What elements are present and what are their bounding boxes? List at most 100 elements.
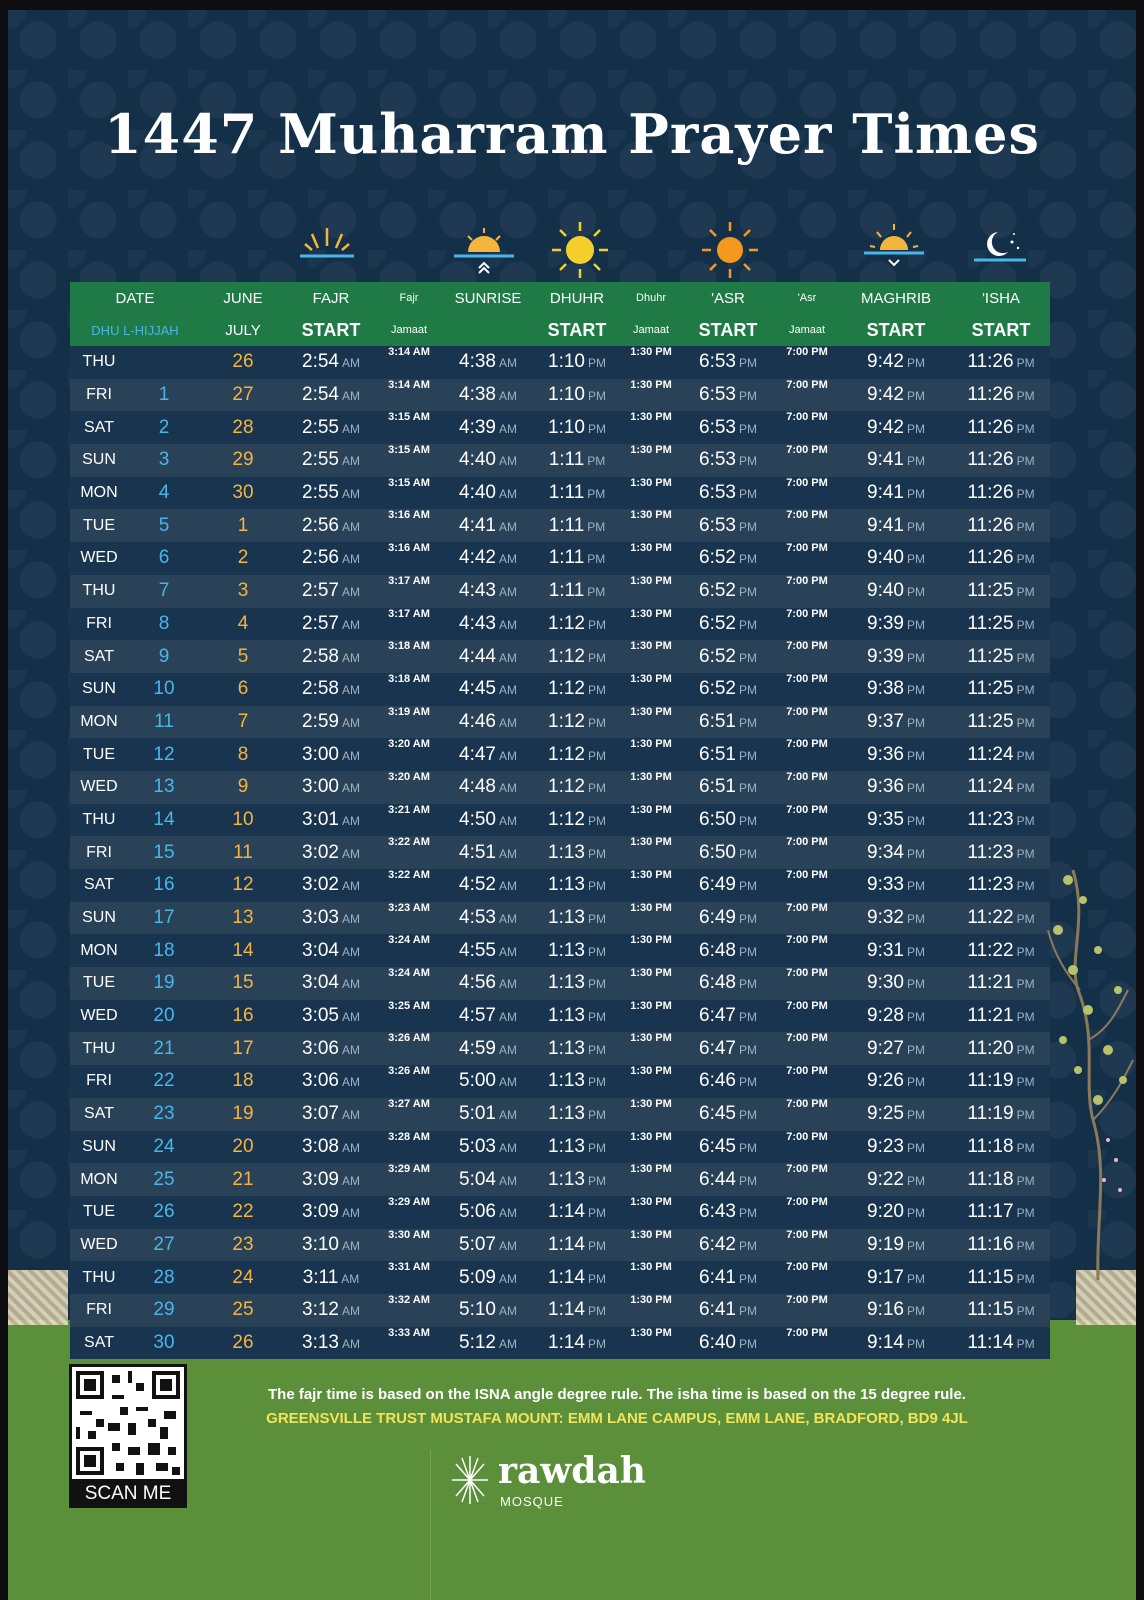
sunrise-cell: 4:56 AM — [442, 967, 534, 1000]
meridiem-label: PM — [906, 977, 925, 992]
meridiem-label: PM — [906, 813, 925, 828]
gregorian-date-cell: 26 — [232, 351, 254, 373]
asr-jamaat-cell: 7:00 PM — [786, 542, 828, 555]
time-value: 11:22 — [967, 939, 1014, 961]
meridiem-label: AM — [341, 389, 360, 404]
meridiem-label: AM — [341, 977, 360, 992]
time-value: 2:54 — [302, 351, 339, 373]
time-value: 5:09 — [459, 1266, 496, 1288]
gregorian-date-cell: 29 — [232, 449, 254, 471]
dhuhr-start-cell: 1:13 PM — [534, 1131, 620, 1164]
time-value: 11:19 — [967, 1070, 1014, 1092]
table-row: SAT 30 26 3:13 AM 3:33 AM 5:12 AM 1:14 PM 1:30 PM 6… — [70, 1326, 1050, 1360]
header-dhuhr-jamaat: Jamaat — [632, 324, 670, 336]
hijri-date-cell: 17 — [153, 907, 175, 929]
meridiem-label: PM — [1016, 1108, 1035, 1123]
table-row: THU 26 2:54 AM 3:14 AM 4:38 AM 1:10 PM 1:30 PM 6:5… — [70, 346, 1050, 379]
meridiem-label: AM — [498, 912, 517, 927]
meridiem-label: PM — [906, 846, 925, 861]
fajr-jamaat-cell: 3:22 AM — [388, 836, 430, 849]
meridiem-label: AM — [498, 1238, 517, 1253]
meridiem-label: PM — [587, 1336, 606, 1351]
meridiem-label: PM — [587, 1140, 606, 1155]
isha-start-cell: 11:23 PM — [952, 869, 1050, 902]
sunrise-cell: 4:43 AM — [442, 608, 534, 641]
time-value: 11:26 — [967, 351, 1014, 373]
time-value: 1:14 — [548, 1266, 585, 1288]
meridiem-label: AM — [498, 650, 517, 665]
meridiem-label: AM — [498, 813, 517, 828]
asr-jamaat-cell: 7:00 PM — [786, 967, 828, 980]
fajr-jamaat-cell: 3:22 AM — [388, 869, 430, 881]
sunrise-cell: 4:38 AM — [442, 346, 534, 379]
time-value: 3:09 — [302, 1168, 339, 1190]
meridiem-label: PM — [738, 1042, 757, 1057]
dhuhr-start-cell: 1:10 PM — [534, 411, 620, 444]
gregorian-date-cell: 19 — [232, 1103, 254, 1125]
time-value: 4:43 — [459, 612, 496, 634]
day-cell: SUN — [82, 1137, 116, 1155]
hijri-date-cell: 11 — [154, 710, 174, 732]
asr-jamaat-cell: 7:00 PM — [786, 607, 828, 620]
meridiem-label: PM — [738, 1304, 757, 1319]
dhuhr-jamaat-cell: 1:30 PM — [630, 346, 672, 358]
meridiem-label: PM — [906, 944, 925, 959]
dhuhr-jamaat-cell: 1:30 PM — [630, 836, 672, 849]
hijri-date-cell: 23 — [153, 1103, 175, 1125]
fajr-jamaat-cell: 3:16 AM — [388, 542, 430, 555]
sunrise-cell: 5:00 AM — [442, 1065, 534, 1098]
time-value: 1:13 — [548, 874, 585, 896]
time-value: 2:58 — [302, 678, 339, 700]
meridiem-label: PM — [738, 1010, 757, 1025]
asr-start-cell: 6:51 PM — [682, 771, 774, 804]
header-fajr: FAJR — [312, 289, 350, 307]
maghrib-start-cell: 9:31 PM — [840, 934, 952, 967]
time-value: 5:06 — [459, 1201, 496, 1223]
isha-start-cell: 11:26 PM — [952, 542, 1050, 575]
time-value: 4:40 — [459, 482, 496, 504]
meridiem-label: PM — [1016, 454, 1035, 469]
isha-start-cell: 11:26 PM — [952, 411, 1050, 444]
table-header: DATE JUNE FAJR Fajr SUNRISE DHUHR Dhuhr … — [70, 282, 1050, 346]
meridiem-label: PM — [1016, 1140, 1035, 1155]
asr-jamaat-cell: 7:00 PM — [786, 1130, 828, 1143]
meridiem-label: PM — [1016, 1271, 1035, 1286]
time-value: 6:53 — [699, 416, 736, 438]
maghrib-start-cell: 9:30 PM — [840, 967, 952, 1000]
time-value: 2:57 — [302, 612, 339, 634]
calculation-note: The fajr time is based on the ISNA angle… — [268, 1386, 966, 1403]
meridiem-label: PM — [1016, 683, 1035, 698]
fajr-start-cell: 3:13 AM — [286, 1327, 376, 1360]
isha-start-cell: 11:23 PM — [952, 804, 1050, 837]
maghrib-start-cell: 9:36 PM — [840, 771, 952, 804]
meridiem-label: AM — [341, 552, 360, 567]
time-value: 4:57 — [459, 1005, 496, 1027]
time-value: 9:42 — [867, 384, 904, 406]
meridiem-label: PM — [1016, 552, 1035, 567]
time-value: 1:12 — [548, 808, 585, 830]
time-value: 6:45 — [699, 1103, 736, 1125]
day-cell: SAT — [84, 1105, 114, 1123]
hijri-date-cell: 15 — [153, 841, 175, 863]
maghrib-start-cell: 9:14 PM — [840, 1327, 952, 1360]
time-value: 3:00 — [302, 743, 339, 765]
dhuhr-jamaat-cell: 1:30 PM — [630, 444, 672, 457]
maghrib-start-cell: 9:39 PM — [840, 640, 952, 673]
header-sunrise: SUNRISE — [454, 289, 522, 307]
meridiem-label: PM — [738, 650, 757, 665]
header-dhu-l-hijjah: DHU L-HIJJAH — [91, 322, 179, 338]
meridiem-label: PM — [587, 454, 606, 469]
sunrise-cell: 4:45 AM — [442, 673, 534, 706]
sunrise-cell: 5:10 AM — [442, 1294, 534, 1327]
qr-code[interactable] — [69, 1364, 187, 1482]
dhuhr-jamaat-cell: 1:30 PM — [630, 607, 672, 620]
time-value: 11:21 — [967, 972, 1014, 994]
time-value: 1:13 — [548, 1070, 585, 1092]
asr-jamaat-cell: 7:00 PM — [786, 378, 828, 391]
fajr-jamaat-cell: 3:33 AM — [388, 1326, 430, 1339]
time-value: 6:43 — [699, 1201, 736, 1223]
isha-start-cell: 11:24 PM — [952, 771, 1050, 804]
logo-star-icon — [452, 1456, 488, 1504]
time-value: 9:25 — [867, 1103, 904, 1125]
asr-start-cell: 6:53 PM — [682, 411, 774, 444]
